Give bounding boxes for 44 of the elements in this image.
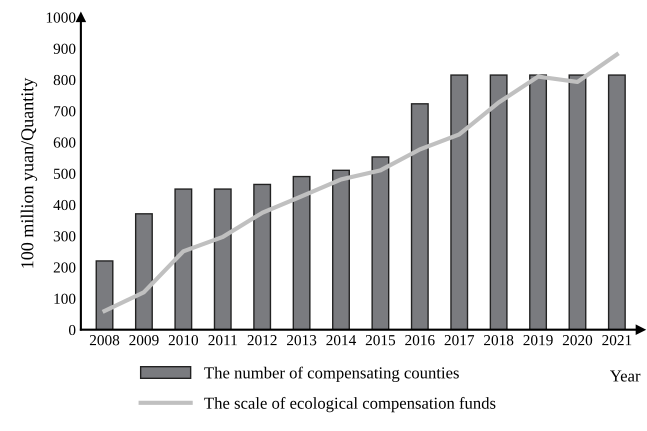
x-tick-label: 2015 [366, 335, 396, 346]
bar [174, 188, 192, 330]
y-tick-label: 1000 [46, 12, 76, 23]
bar [371, 156, 390, 330]
bar [214, 188, 232, 330]
bar [410, 103, 429, 330]
x-tick-label: 2008 [90, 335, 120, 346]
bar [134, 213, 153, 330]
x-axis-title: Year [610, 370, 640, 382]
y-tick-label: 400 [53, 200, 76, 210]
bar [608, 74, 626, 330]
y-tick-label: 300 [54, 231, 76, 242]
bar [292, 176, 311, 330]
x-tick-label: 2012 [248, 335, 277, 346]
x-tick-label: 2011 [208, 335, 237, 346]
y-tick-label: 100 [54, 294, 76, 304]
line-series [102, 52, 619, 314]
x-tick-label: 2010 [168, 335, 198, 346]
y-axis-title: 100 million yuan/Quantity [20, 78, 38, 268]
bar [96, 260, 114, 330]
x-tick-label: 2013 [286, 335, 316, 346]
y-tick-label: 0 [68, 324, 76, 336]
bar [568, 74, 586, 330]
bar [490, 74, 508, 330]
bar [529, 74, 548, 330]
x-tick-label: 2020 [562, 335, 592, 346]
y-tick-label: 200 [54, 262, 76, 273]
x-tick-label: 2018 [484, 335, 514, 346]
x-tick-label: 2019 [523, 335, 553, 346]
y-tick-label: 800 [54, 74, 76, 86]
x-tick-label: 2017 [444, 335, 474, 346]
legend-label: The number of compensating counties [204, 366, 459, 382]
bar [253, 184, 272, 330]
y-tick-label: 700 [54, 106, 76, 116]
x-tick-label: 2009 [129, 335, 159, 346]
y-tick-label: 600 [54, 137, 76, 148]
x-tick-label: 2021 [602, 335, 632, 346]
x-tick-label: 2014 [326, 335, 356, 346]
bar [450, 74, 468, 330]
bar [332, 170, 350, 330]
y-tick-label: 900 [54, 44, 76, 54]
legend-label: The scale of ecological compensation funds [204, 396, 496, 412]
x-tick-label: 2016 [405, 335, 435, 346]
y-tick-label: 500 [54, 168, 76, 179]
